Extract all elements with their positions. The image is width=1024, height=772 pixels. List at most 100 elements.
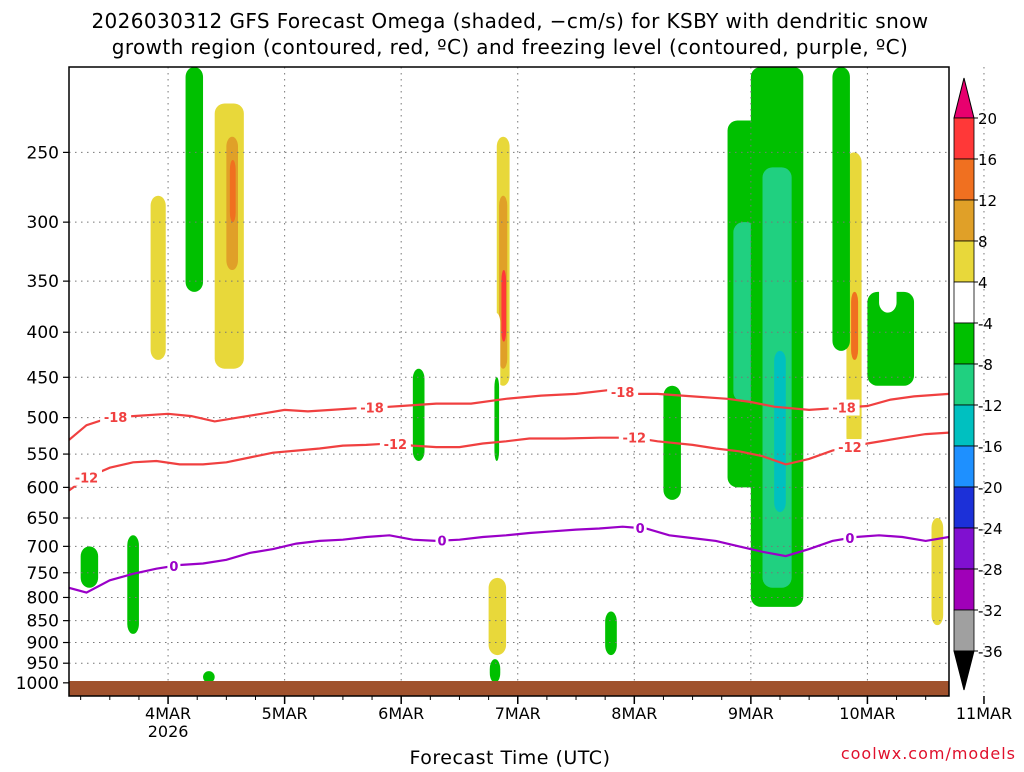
- freezing-level-0-label-bg-0: [167, 557, 181, 574]
- colorbar-legend: 20 16 12 8 4 -4 -8 -12 -16 -20 -24 -28 -32 -36: [953, 77, 1003, 691]
- omega-cell-52: [127, 535, 139, 634]
- colorbar-bottom-arrow: [953, 650, 975, 691]
- omega-cell-41: [867, 291, 915, 386]
- dgz-minus-18-label-bg-3: [828, 399, 860, 416]
- chart-title-line-2: growth region (contoured, red, ºC) and f…: [112, 35, 909, 59]
- colorbar-label--28: -28: [978, 561, 1003, 579]
- ground-band: [69, 681, 949, 696]
- dgz-minus-18-label-bg-1: [356, 399, 388, 416]
- contour-layer: -18 -18 -18 -18 -12 -12 -12 -12 0 0 0 0: [69, 383, 949, 594]
- colorbar-label--20: -20: [978, 479, 1003, 497]
- colorbar-label--36: -36: [978, 643, 1003, 661]
- omega-cell-55: [605, 611, 617, 656]
- dgz-minus-18-label-1: -18: [360, 402, 384, 417]
- omega-cell-54: [628, 577, 646, 634]
- colorbar-swatch--16: [953, 445, 975, 488]
- x-axis-label: Forecast Time (UTC): [410, 747, 611, 768]
- colorbar-swatch--8: [953, 363, 975, 406]
- x-tick-label-7MAR: 7MAR: [495, 704, 541, 723]
- colorbar-label--8: -8: [978, 356, 993, 374]
- y-tick-label-500: 500: [27, 409, 59, 429]
- omega-cell-5: [185, 67, 204, 292]
- x-tick-label-4MAR: 4MAR: [145, 704, 191, 723]
- freezing-level-0-label-3: 0: [845, 532, 854, 547]
- colorbar-swatch-16: [953, 158, 975, 201]
- y-tick-label-850: 850: [27, 612, 59, 632]
- colorbar-label--4: -4: [978, 315, 993, 333]
- y-tick-label-300: 300: [27, 213, 59, 233]
- omega-cell-39: [851, 291, 859, 360]
- colorbar-swatch-4: [953, 281, 975, 324]
- omega-cell-40: [832, 67, 850, 351]
- omega-cell-11: [360, 120, 373, 259]
- omega-cell-9: [229, 159, 236, 223]
- y-tick-label-400: 400: [27, 323, 59, 343]
- colorbar-swatch--32: [953, 609, 975, 652]
- freezing-level-0-label-1: 0: [437, 535, 446, 550]
- colorbar-swatch--4: [953, 322, 975, 365]
- omega-cell-29: [686, 67, 705, 271]
- y-tick-label-250: 250: [27, 143, 59, 163]
- source-credit: coolwx.com/models: [841, 744, 1016, 763]
- colorbar-swatch--12: [953, 404, 975, 447]
- x-tick-label-10MAR: 10MAR: [839, 704, 895, 723]
- dgz-minus-18-label-3: -18: [832, 402, 856, 417]
- omega-cell-13: [453, 67, 466, 394]
- x-tick-label-8MAR: 8MAR: [611, 704, 657, 723]
- y-tick-label-1000: 1000: [16, 674, 59, 694]
- dgz-minus-12-label-bg-3: [834, 439, 866, 456]
- dgz-minus-18-label-bg-0: [100, 409, 132, 426]
- y-tick-label-550: 550: [27, 445, 59, 465]
- omega-cell-23: [412, 368, 425, 461]
- omega-cell-46: [838, 557, 856, 656]
- colorbar-top-arrow: [953, 77, 975, 119]
- dgz-minus-12-label-bg-1: [379, 436, 411, 453]
- omega-cell-30: [692, 291, 716, 394]
- colorbar-label-4: 4: [978, 274, 988, 292]
- omega-cell-45: [809, 546, 827, 668]
- omega-cell-10: [255, 181, 268, 333]
- omega-cell-19: [494, 377, 500, 461]
- colorbar-swatch--24: [953, 527, 975, 570]
- freezing-level-0-label-bg-2: [633, 520, 647, 537]
- dgz-minus-12-label-1: -12: [384, 438, 408, 453]
- omega-cell-26: [564, 350, 577, 513]
- dgz-minus-18-label-0: -18: [104, 411, 128, 426]
- y-tick-label-350: 350: [27, 272, 59, 292]
- colorbar-label--12: -12: [978, 397, 1003, 415]
- omega-shading-layer: [69, 67, 949, 683]
- colorbar-label--16: -16: [978, 438, 1003, 456]
- dgz-minus-12-label-bg-0: [70, 469, 102, 486]
- dgz-minus-12-label-bg-2: [618, 429, 650, 446]
- y-tick-label-750: 750: [27, 564, 59, 584]
- y-tick-label-950: 950: [27, 654, 59, 674]
- plot-frame: [68, 66, 950, 697]
- omega-cell-24: [535, 577, 559, 643]
- dgz-minus-12-label-0: -12: [75, 472, 99, 487]
- freezing-level-0-line: [69, 525, 949, 594]
- y-tick-label-700: 700: [27, 537, 59, 557]
- omega-cell-35: [774, 350, 786, 513]
- omega-cell-48: [203, 611, 227, 651]
- colorbar-label--32: -32: [978, 602, 1003, 620]
- omega-cell-44: [931, 518, 944, 626]
- x-tick-label-6MAR: 6MAR: [378, 704, 424, 723]
- colorbar-label--24: -24: [978, 520, 1003, 538]
- y-tick-label-900: 900: [27, 634, 59, 654]
- omega-cell-2: [150, 195, 166, 360]
- omega-cell-49: [313, 499, 326, 588]
- y-tick-label-800: 800: [27, 588, 59, 608]
- chart-title-line-1: 2026030312 GFS Forecast Omega (shaded, −…: [91, 9, 928, 33]
- ground-layer: [69, 681, 949, 696]
- omega-cell-51: [80, 546, 99, 588]
- omega-cell-0: [121, 67, 139, 351]
- y-tick-label-450: 450: [27, 368, 59, 388]
- freezing-level-0-label-bg-3: [843, 529, 857, 546]
- omega-cell-47: [727, 535, 746, 643]
- y-tick-label-650: 650: [27, 509, 59, 529]
- dgz-minus-12-label-2: -12: [623, 432, 647, 447]
- dgz-minus-18-label-2: -18: [611, 386, 635, 401]
- freezing-level-0-label-2: 0: [636, 522, 645, 537]
- omega-cell-21: [489, 659, 501, 683]
